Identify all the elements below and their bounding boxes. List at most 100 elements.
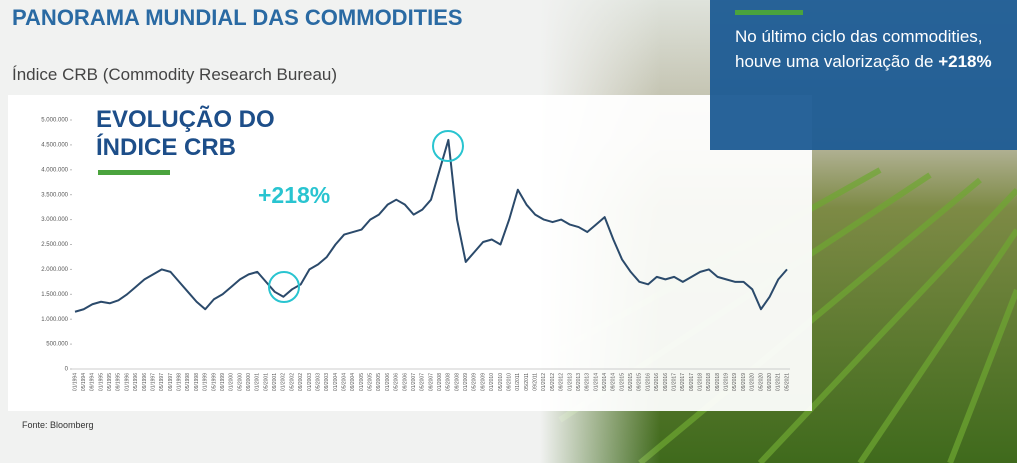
x-tick-label: 09/2012 — [559, 373, 565, 391]
callout-highlight: +218% — [938, 52, 992, 71]
y-tick-label: 3.500.000 — [41, 192, 68, 198]
callout-accent — [735, 10, 803, 15]
y-tick-label: 1.500.000 — [41, 292, 68, 298]
x-tick-label: 01/2018 — [697, 373, 703, 391]
x-tick-label: 05/2000 — [237, 373, 243, 391]
callout-text: No último ciclo das commodities, houve u… — [735, 24, 1010, 74]
x-tick-label: 05/2001 — [263, 373, 269, 391]
x-tick-label: 05/1999 — [211, 373, 217, 391]
x-tick-label: 05/2007 — [420, 373, 426, 391]
x-tick-label: 05/2017 — [680, 373, 686, 391]
header-title: PANORAMA MUNDIAL DAS COMMODITIES — [12, 5, 463, 30]
x-tick-label: 01/1998 — [177, 373, 183, 391]
x-tick-label: 09/1997 — [168, 373, 174, 391]
x-tick-label: 01/2021 — [776, 373, 782, 391]
x-tick-label: 01/2010 — [489, 373, 495, 391]
x-tick-label: 01/2017 — [671, 373, 677, 391]
x-tick-label: 09/2013 — [585, 373, 591, 391]
x-tick-label: 01/2020 — [750, 373, 756, 391]
callout-body: No último ciclo das commodities, houve u… — [735, 27, 983, 71]
x-tick-label: 09/2007 — [428, 373, 434, 391]
x-tick-label: 05/2003 — [315, 373, 321, 391]
x-tick-label: 01/2015 — [619, 373, 625, 391]
x-tick-label: 01/2014 — [593, 373, 599, 391]
x-tick-label: 05/2015 — [628, 373, 634, 391]
x-tick-label: 05/2012 — [550, 373, 556, 391]
x-tick-label: 05/2020 — [758, 373, 764, 391]
x-tick-label: 05/2014 — [602, 373, 608, 391]
x-tick-label: 09/2019 — [741, 373, 747, 391]
x-tick-label: 09/2020 — [767, 373, 773, 391]
x-tick-label: 01/2006 — [385, 373, 391, 391]
source: Fonte: Bloomberg — [22, 420, 94, 430]
x-tick-label: 09/2003 — [324, 373, 330, 391]
y-tick-label: 5.000.000 — [41, 118, 68, 124]
x-tick-label: 01/1997 — [150, 373, 156, 391]
x-tick-label: 09/2010 — [506, 373, 512, 391]
x-tick-label: 05/2009 — [472, 373, 478, 391]
x-tick-label: 05/2018 — [706, 373, 712, 391]
x-tick-label: 05/2004 — [341, 373, 347, 391]
x-tick-label: 05/2013 — [576, 373, 582, 391]
x-tick-label: 09/2015 — [637, 373, 643, 391]
x-tick-label: 05/2006 — [394, 373, 400, 391]
annotation: +218% — [258, 182, 331, 208]
x-tick-label: 05/2002 — [289, 373, 295, 391]
x-tick-label: 01/1996 — [124, 373, 130, 391]
y-tick-label: 2.500.000 — [41, 242, 68, 248]
x-tick-label: 09/2017 — [689, 373, 695, 391]
x-tick-label: 05/2005 — [368, 373, 374, 391]
x-tick-label: 05/2016 — [654, 373, 660, 391]
data-line — [74, 138, 788, 313]
x-tick-label: 01/2008 — [437, 373, 443, 391]
y-tick-label: 4.500.000 — [41, 142, 68, 148]
x-tick-label: 05/2011 — [524, 373, 530, 391]
x-tick-label: 01/1995 — [98, 373, 104, 391]
x-tick-label: 01/2007 — [411, 373, 417, 391]
x-tick-label: 05/2010 — [498, 373, 504, 391]
x-tick-label: 01/2001 — [255, 373, 261, 391]
x-tick-label: 01/2005 — [359, 373, 365, 391]
x-tick-label: 09/1999 — [220, 373, 226, 391]
x-tick-label: 05/2008 — [446, 373, 452, 391]
chart-title: EVOLUÇÃO DO ÍNDICE CRB — [96, 106, 275, 161]
x-tick-label: 09/2014 — [611, 373, 617, 391]
header-subtitle: Índice CRB (Commodity Research Bureau) — [12, 65, 338, 84]
x-tick-label: 01/2004 — [333, 373, 339, 391]
x-tick-label: 01/2019 — [724, 373, 730, 391]
highlight-peak — [432, 130, 464, 162]
y-tick-label: 2.000.000 — [41, 267, 68, 273]
x-tick-label: 05/1997 — [159, 373, 165, 391]
y-tick-label: 4.000.000 — [41, 167, 68, 173]
x-tick-label: 09/2009 — [480, 373, 486, 391]
x-tick-label: 09/2004 — [350, 373, 356, 391]
x-tick-label: 09/2000 — [246, 373, 252, 391]
x-tick-label: 09/2008 — [454, 373, 460, 391]
x-tick-label: 01/2016 — [645, 373, 651, 391]
x-tick-label: 01/2011 — [515, 373, 521, 391]
x-tick-label: 09/2018 — [715, 373, 721, 391]
x-tick-label: 09/1996 — [142, 373, 148, 391]
x-tick-label: 09/2001 — [272, 373, 278, 391]
x-tick-label: 05/1995 — [107, 373, 113, 391]
x-tick-label: 05/1996 — [133, 373, 139, 391]
x-tick-label: 01/1999 — [203, 373, 209, 391]
x-tick-label: 01/2002 — [281, 373, 287, 391]
chart-panel — [8, 95, 812, 411]
y-tick-label: 3.000.000 — [41, 217, 68, 223]
x-tick-label: 01/2000 — [229, 373, 235, 391]
x-tick-label: 09/2002 — [298, 373, 304, 391]
callout-box — [710, 0, 1017, 150]
x-tick-label: 09/2011 — [533, 373, 539, 391]
highlight-low — [268, 271, 300, 303]
x-tick-label: 05/1994 — [81, 373, 87, 391]
x-tick-label: 01/2003 — [307, 373, 313, 391]
title-accent — [98, 170, 170, 175]
x-tick-label: 01/2009 — [463, 373, 469, 391]
x-tick-label: 01/2012 — [541, 373, 547, 391]
y-tick-label: 0 — [65, 367, 69, 373]
x-tick-label: 09/1994 — [90, 373, 96, 391]
x-tick-label: 01/1994 — [72, 373, 78, 391]
y-tick-label: 1.000.000 — [41, 317, 68, 323]
